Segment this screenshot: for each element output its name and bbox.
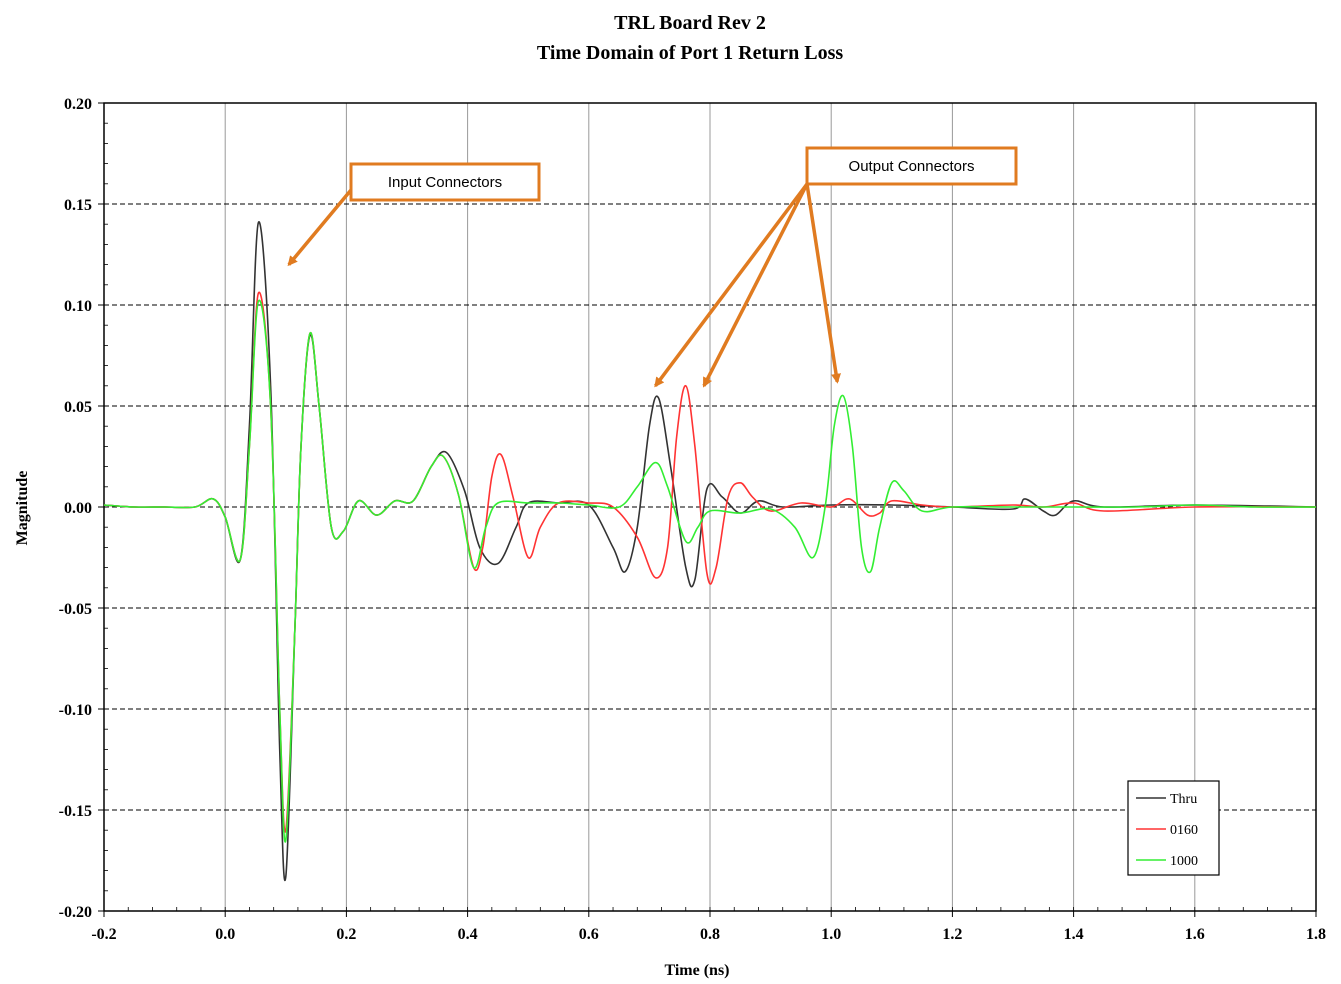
legend-label: Thru <box>1170 792 1197 807</box>
series-line-thru <box>103 221 1317 881</box>
legend: Thru 0160 1000 <box>1127 780 1220 876</box>
series-line-1000 <box>103 299 1317 843</box>
chart-title: TRL Board Rev 2 <box>614 12 766 34</box>
chart-subtitle: Time Domain of Port 1 Return Loss <box>537 42 843 64</box>
x-tick-label: 1.6 <box>1185 926 1205 943</box>
y-tick-label: -0.20 <box>59 904 92 921</box>
annotation-arrow <box>805 183 841 384</box>
annotation-arrow <box>702 183 809 388</box>
legend-label: 1000 <box>1170 854 1198 869</box>
x-tick-label: 1.8 <box>1306 926 1326 943</box>
annotation-0: Input Connectors <box>287 162 541 267</box>
annotation-arrow <box>287 188 353 267</box>
series-lines <box>103 221 1317 881</box>
y-tick-label: 0.15 <box>64 197 92 214</box>
x-tick-label: 0.2 <box>336 926 356 943</box>
y-tick-label: 0.20 <box>64 96 92 113</box>
x-tick-label: 1.2 <box>942 926 962 943</box>
y-tick-label: 0.00 <box>64 500 92 517</box>
annotation-box <box>349 162 541 202</box>
annotation-text: Output Connectors <box>849 158 975 175</box>
y-axis-label: Magnitude <box>14 471 31 546</box>
y-tick-label: -0.15 <box>59 803 92 820</box>
annotation-box <box>805 146 1018 186</box>
axis-ticks: -0.2 0.0 0.2 0.4 0.6 0.8 1.0 1.2 1.4 1.6 1.8 0.20 0.… <box>59 96 1326 943</box>
x-tick-label: 1.0 <box>821 926 841 943</box>
annotation-1: Output Connectors <box>654 146 1018 388</box>
x-tick-label: 0.6 <box>579 926 599 943</box>
annotations: Input Connectors Output Connectors <box>287 146 1018 388</box>
x-tick-label: 1.4 <box>1064 926 1084 943</box>
legend-label: 0160 <box>1170 823 1198 838</box>
y-tick-label: -0.05 <box>59 601 92 618</box>
y-tick-label: 0.05 <box>64 399 92 416</box>
x-tick-label: 0.0 <box>215 926 235 943</box>
annotation-text: Input Connectors <box>388 174 502 191</box>
x-tick-label: -0.2 <box>91 926 116 943</box>
y-tick-label: 0.10 <box>64 298 92 315</box>
y-tick-label: -0.10 <box>59 702 92 719</box>
annotation-arrow <box>654 182 809 388</box>
x-tick-label: 0.8 <box>700 926 720 943</box>
x-tick-label: 0.4 <box>458 926 478 943</box>
x-axis-label: Time (ns) <box>664 962 729 979</box>
